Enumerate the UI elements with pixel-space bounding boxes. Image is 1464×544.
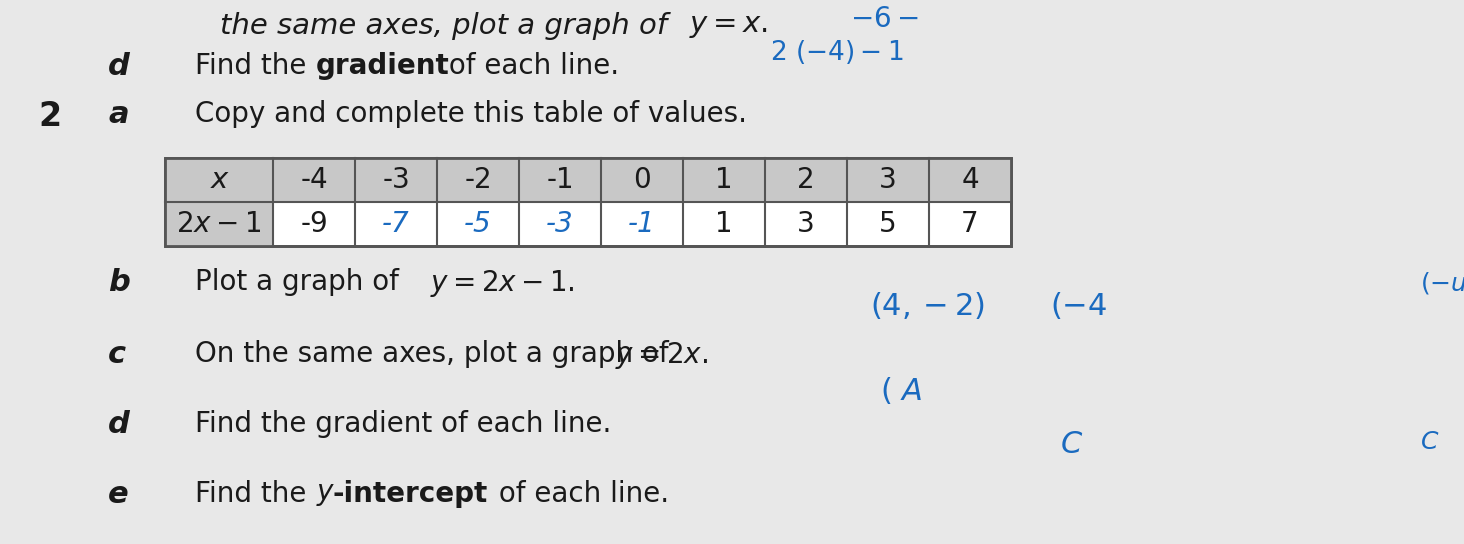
Text: $C$: $C$ <box>1420 430 1439 454</box>
Text: Find the: Find the <box>195 52 315 80</box>
Text: $-6-$: $-6-$ <box>851 5 919 33</box>
Text: b: b <box>108 268 130 297</box>
Text: of each line.: of each line. <box>490 480 669 508</box>
Text: Plot a graph of: Plot a graph of <box>195 268 408 296</box>
Text: the same axes, plot a graph of: the same axes, plot a graph of <box>220 12 668 40</box>
Text: $y=2x$.: $y=2x$. <box>615 340 709 371</box>
Bar <box>165 158 1012 246</box>
Text: On the same axes, plot a graph of: On the same axes, plot a graph of <box>195 340 678 368</box>
Text: -intercept: -intercept <box>332 480 489 508</box>
Text: -1: -1 <box>628 210 656 238</box>
Text: -9: -9 <box>300 210 328 238</box>
Text: a: a <box>108 100 129 129</box>
Text: c: c <box>108 340 126 369</box>
Text: $2\ (-4)-1$: $2\ (-4)-1$ <box>770 38 903 66</box>
Bar <box>165 158 1012 246</box>
Text: gradient: gradient <box>316 52 449 80</box>
Text: of each line.: of each line. <box>441 52 619 80</box>
Text: -2: -2 <box>464 166 492 194</box>
Text: d: d <box>108 410 130 439</box>
Text: -1: -1 <box>546 166 574 194</box>
Bar <box>165 158 1012 202</box>
Text: $2x-1$: $2x-1$ <box>177 210 262 238</box>
Text: 4: 4 <box>962 166 979 194</box>
Text: $(-4$: $(-4$ <box>1050 290 1107 321</box>
Text: 2: 2 <box>798 166 815 194</box>
Text: 1: 1 <box>716 166 733 194</box>
Text: -3: -3 <box>546 210 574 238</box>
Text: $y=2x-1$.: $y=2x-1$. <box>430 268 575 299</box>
Text: x: x <box>211 166 227 194</box>
Text: 2: 2 <box>38 100 61 133</box>
Text: $($ A: $($ A <box>880 375 922 406</box>
Text: 1: 1 <box>716 210 733 238</box>
Text: 5: 5 <box>880 210 897 238</box>
Text: Find the gradient of each line.: Find the gradient of each line. <box>195 410 612 438</box>
Text: $y=x$.: $y=x$. <box>679 12 767 40</box>
Text: $y$: $y$ <box>316 480 335 508</box>
Text: 3: 3 <box>878 166 897 194</box>
Text: 7: 7 <box>962 210 979 238</box>
Bar <box>165 202 272 246</box>
Text: Find the: Find the <box>195 480 315 508</box>
Text: -5: -5 <box>464 210 492 238</box>
Text: -7: -7 <box>382 210 410 238</box>
Text: Copy and complete this table of values.: Copy and complete this table of values. <box>195 100 747 128</box>
Text: 0: 0 <box>632 166 651 194</box>
Text: e: e <box>108 480 129 509</box>
Text: $C$: $C$ <box>1060 430 1083 459</box>
Text: d: d <box>108 52 130 81</box>
Text: $(4,-2)$: $(4,-2)$ <box>870 290 985 321</box>
Text: 3: 3 <box>796 210 815 238</box>
Text: -4: -4 <box>300 166 328 194</box>
Text: $(-u$: $(-u$ <box>1420 270 1464 296</box>
Text: -3: -3 <box>382 166 410 194</box>
